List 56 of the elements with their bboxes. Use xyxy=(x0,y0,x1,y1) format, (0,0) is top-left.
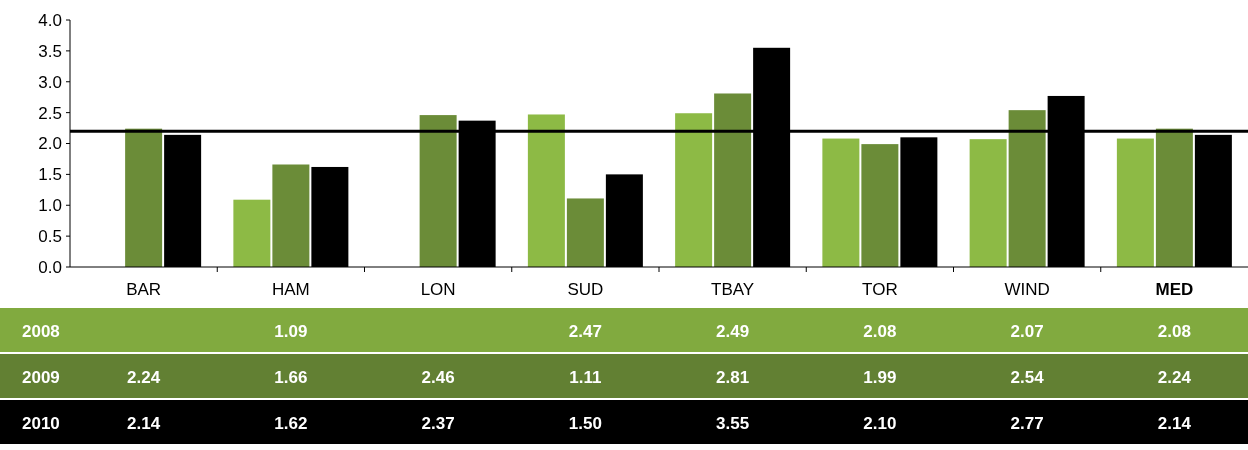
y-tick-label: 4.0 xyxy=(38,10,62,30)
y-tick-label: 3.0 xyxy=(38,72,62,92)
data-label: 2.37 xyxy=(421,413,455,433)
bar xyxy=(1008,110,1046,267)
y-tick-label: 0.0 xyxy=(38,257,62,277)
data-label: 2.47 xyxy=(568,321,602,341)
y-tick-label: 3.5 xyxy=(38,41,62,61)
data-label: 2.24 xyxy=(127,367,161,387)
data-label: 2.10 xyxy=(863,413,897,433)
x-tick-label: SUD xyxy=(567,280,604,299)
bar xyxy=(419,115,457,267)
x-tick-label: HAM xyxy=(271,280,310,299)
data-label: 1.99 xyxy=(863,367,897,387)
y-tick-label: 0.5 xyxy=(38,227,62,247)
data-label: 2.54 xyxy=(1010,367,1045,387)
bar xyxy=(1116,138,1154,267)
y-tick-label: 2.5 xyxy=(38,103,62,123)
data-label: 1.66 xyxy=(274,367,308,387)
bar xyxy=(1155,128,1193,267)
data-label: 1.50 xyxy=(568,413,602,433)
data-label: 2.14 xyxy=(1157,413,1192,433)
data-label: 2.24 xyxy=(1157,367,1192,387)
data-label: 1.62 xyxy=(274,413,308,433)
data-label: 3.55 xyxy=(716,413,750,433)
bar xyxy=(861,144,899,267)
data-label: 1.11 xyxy=(569,367,602,387)
data-label: 1.09 xyxy=(274,321,308,341)
bar xyxy=(714,93,752,267)
data-label: 2.08 xyxy=(1157,321,1191,341)
bar xyxy=(969,139,1007,267)
y-tick-label: 2.0 xyxy=(38,134,62,154)
bar xyxy=(233,199,271,267)
bar xyxy=(125,128,163,267)
bar xyxy=(675,113,713,267)
x-tick-label: TBAY xyxy=(711,280,755,299)
bar xyxy=(272,164,310,267)
bar xyxy=(822,138,860,267)
data-label: 2.46 xyxy=(421,367,455,387)
x-tick-label: LON xyxy=(420,280,456,299)
x-tick-label: MED xyxy=(1155,280,1194,299)
x-tick-label: BAR xyxy=(126,280,162,299)
data-label: 2.77 xyxy=(1010,413,1044,433)
data-label: 2.49 xyxy=(716,321,750,341)
bar xyxy=(566,198,604,267)
data-label: 2.81 xyxy=(716,367,750,387)
text: 2010 xyxy=(22,413,60,433)
y-tick-label: 1.0 xyxy=(38,196,62,216)
text: 2009 xyxy=(22,367,60,387)
y-tick-label: 1.5 xyxy=(38,165,62,185)
data-label: 2.08 xyxy=(863,321,897,341)
text: 2008 xyxy=(22,321,60,341)
x-tick-label: TOR xyxy=(862,280,898,299)
data-label: 2.14 xyxy=(127,413,161,433)
bar xyxy=(527,114,565,267)
x-tick-label: WIND xyxy=(1004,280,1050,299)
data-label: 2.07 xyxy=(1010,321,1044,341)
